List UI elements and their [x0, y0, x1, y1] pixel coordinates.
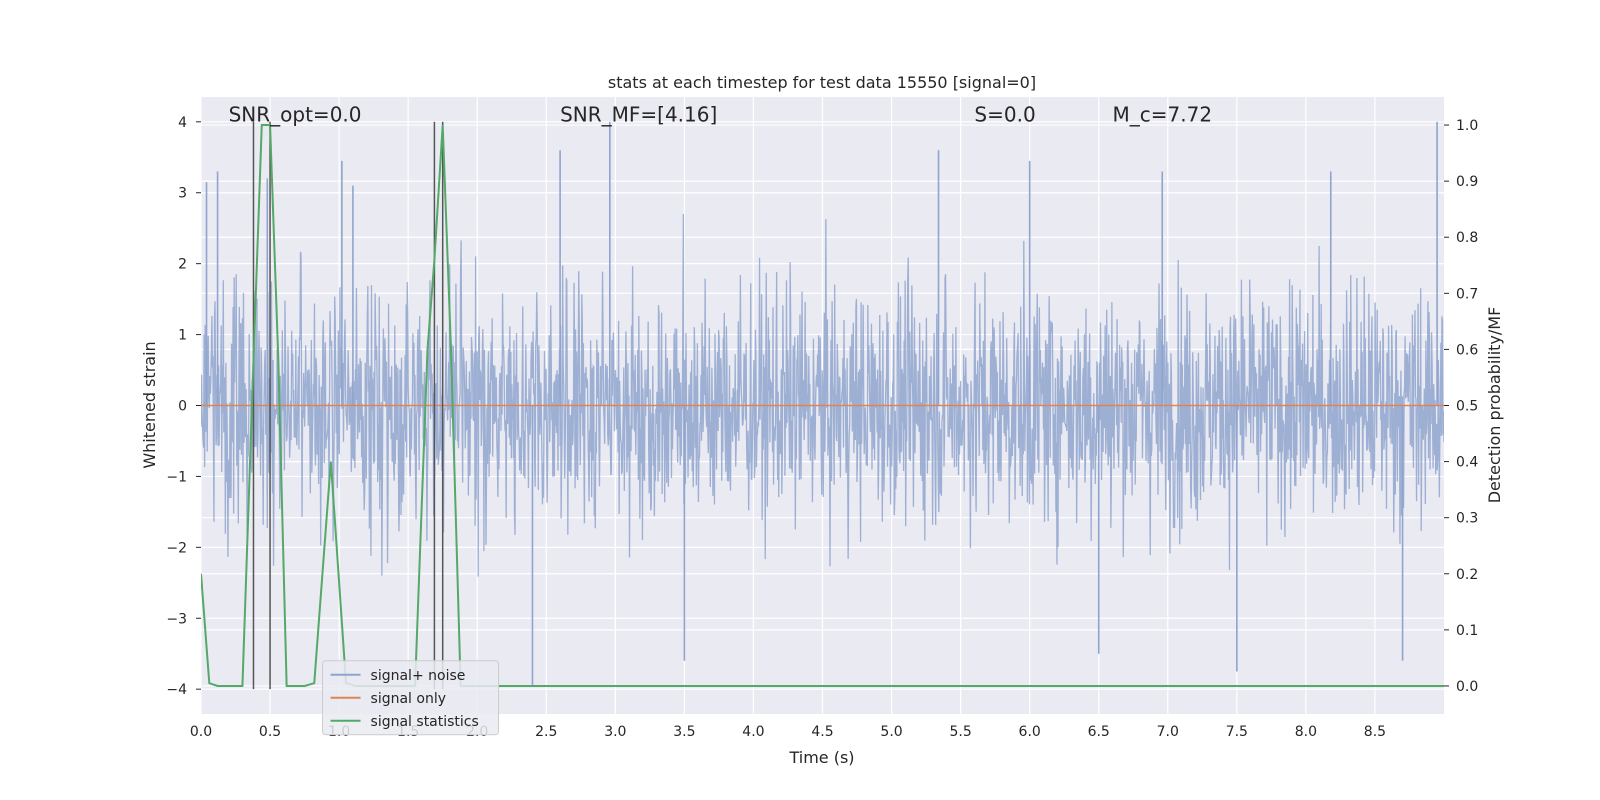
legend-label: signal+ noise [371, 668, 466, 684]
y-tick-label: 4 [178, 115, 187, 131]
y-tick-label: 1 [178, 328, 187, 344]
y2-tick-label: 0.2 [1456, 567, 1478, 583]
y2-tick-label: 0.5 [1456, 399, 1478, 415]
y-tick-label: −4 [166, 682, 187, 698]
y2-tick-label: 0.7 [1456, 286, 1478, 302]
y2-tick-label: 0.1 [1456, 623, 1478, 639]
chart-annotation: SNR_MF=[4.16] [560, 103, 717, 127]
y2-tick-label: 0.6 [1456, 342, 1478, 358]
x-tick-label: 6.5 [1088, 724, 1110, 740]
x-tick-label: 5.5 [949, 724, 971, 740]
chart-annotation: M_c=7.72 [1113, 103, 1213, 127]
legend-label: signal only [371, 691, 446, 707]
x-tick-label: 8.5 [1364, 724, 1386, 740]
chart-annotation: SNR_opt=0.0 [229, 103, 362, 127]
y-tick-label: 0 [178, 399, 187, 415]
x-tick-label: 2.5 [535, 724, 557, 740]
x-tick-label: 4.0 [742, 724, 764, 740]
x-tick-label: 0.5 [259, 724, 281, 740]
x-tick-label: 4.5 [811, 724, 833, 740]
signal-statistics-line [201, 124, 1444, 687]
chart-annotation: S=0.0 [974, 103, 1035, 127]
x-tick-label: 3.0 [604, 724, 626, 740]
chart-title: stats at each timestep for test data 155… [608, 73, 1036, 92]
y-tick-label: −3 [166, 611, 187, 627]
x-tick-label: 8.0 [1295, 724, 1317, 740]
y2-tick-label: 0.4 [1456, 455, 1478, 471]
vertical-lines [252, 121, 444, 690]
y-axis-label: Whitened strain [140, 341, 159, 468]
signal-statistics-series [201, 124, 1444, 687]
y-tick-label: 3 [178, 186, 187, 202]
x-tick-label: 7.5 [1226, 724, 1248, 740]
legend-label: signal statistics [371, 714, 479, 730]
y2-tick-label: 0.0 [1456, 679, 1478, 695]
annotations: SNR_opt=0.0 SNR_MF=[4.16] S=0.0 M_c=7.72 [229, 103, 1212, 127]
x-tick-label: 0.0 [190, 724, 212, 740]
x-tick-label: 7.0 [1157, 724, 1179, 740]
y2-tick-label: 0.3 [1456, 511, 1478, 527]
y2-tick-labels: 1.0 0.9 0.8 0.7 0.6 0.5 0.4 0.3 0.2 0.1 0.0 [1444, 118, 1478, 695]
x-axis-label: Time (s) [788, 748, 854, 767]
y-tick-labels: 4 3 2 1 0 −1 −2 −3 −4 [166, 115, 201, 698]
y-tick-label: 2 [178, 257, 187, 273]
legend-box [322, 660, 500, 736]
y-tick-label: −2 [166, 540, 187, 556]
x-tick-label: 6.0 [1019, 724, 1041, 740]
y2-tick-label: 0.8 [1456, 230, 1478, 246]
signal-noise-series [201, 121, 1444, 686]
y2-tick-label: 1.0 [1456, 118, 1478, 134]
y2-tick-label: 0.9 [1456, 174, 1478, 190]
x-tick-label: 3.5 [673, 724, 695, 740]
legend: signal+ noise signal only signal statistic… [322, 660, 500, 736]
y-tick-label: −1 [166, 469, 187, 485]
y2-axis-label: Detection probability/MF [1485, 307, 1504, 504]
x-tick-label: 5.0 [880, 724, 902, 740]
